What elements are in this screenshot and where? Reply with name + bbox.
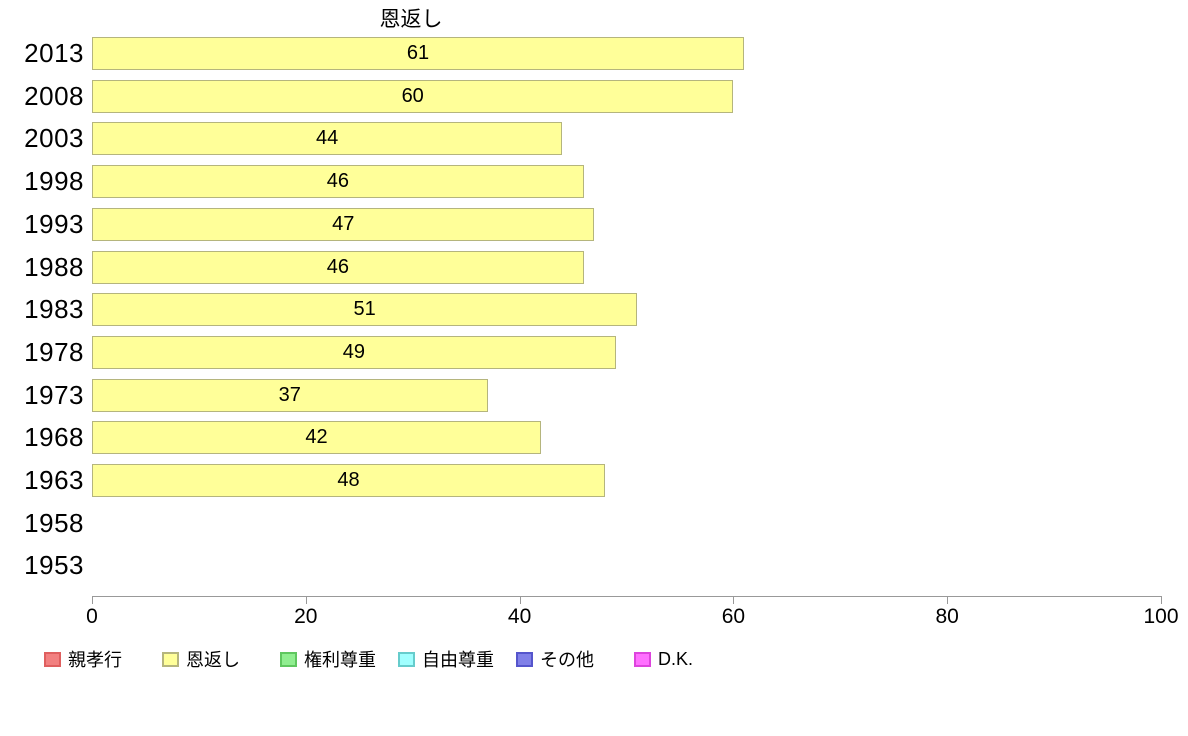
x-axis-tick-label: 20 (294, 605, 318, 628)
x-axis-tick-label: 100 (1143, 605, 1179, 628)
legend-item[interactable]: 親孝行 (44, 648, 122, 670)
legend-item[interactable]: 権利尊重 (280, 648, 376, 670)
legend-swatch-icon (162, 651, 179, 667)
bar: 60 (92, 80, 734, 113)
year-label: 2003 (24, 123, 84, 153)
chart-row: 1963 48 (0, 459, 1188, 502)
legend-swatch-icon (398, 651, 415, 667)
bar-value-label: 60 (401, 85, 424, 107)
bar-value-label: 47 (332, 213, 355, 235)
legend-item[interactable]: 自由尊重 (398, 648, 494, 670)
chart-row: 1958 (0, 502, 1188, 545)
chart-row: 1993 47 (0, 203, 1188, 246)
x-axis-tick (92, 596, 93, 604)
chart-title: 恩返し (379, 8, 443, 31)
x-axis-tick (733, 596, 735, 604)
x-axis-line (92, 596, 1161, 597)
year-label: 1983 (24, 294, 84, 324)
bar: 44 (92, 122, 563, 155)
year-label: 1973 (24, 380, 84, 410)
legend-label: 親孝行 (68, 650, 122, 670)
legend-swatch-icon (280, 651, 297, 667)
legend-label: その他 (540, 650, 594, 670)
legend-swatch-icon (516, 651, 533, 667)
legend-label: D.K. (658, 648, 694, 669)
year-label: 1988 (24, 252, 84, 282)
chart-row: 2008 60 (0, 75, 1188, 118)
legend-item[interactable]: 恩返し (162, 648, 240, 670)
bar-value-label: 51 (353, 298, 376, 320)
x-axis-tick (1161, 596, 1162, 604)
bar: 42 (92, 421, 541, 454)
bar-value-label: 46 (326, 256, 349, 278)
year-label: 1963 (24, 465, 84, 495)
legend-swatch-icon (44, 651, 61, 667)
year-label: 1998 (24, 166, 84, 196)
legend-item[interactable]: その他 (516, 648, 594, 670)
bar: 48 (92, 464, 606, 497)
bar: 46 (92, 165, 584, 198)
bar-value-label: 48 (337, 469, 360, 491)
chart-legend: 親孝行 恩返し 権利尊重 自由尊重 その他 D.K. (0, 648, 1188, 670)
chart-row: 1973 37 (0, 374, 1188, 417)
x-axis-tick-label: 80 (935, 605, 959, 628)
chart-row: 1953 (0, 544, 1188, 587)
x-axis-tick (305, 596, 307, 604)
year-label: 2013 (24, 38, 84, 68)
year-label: 1968 (24, 422, 84, 452)
chart-row: 2013 61 (0, 32, 1188, 75)
bar: 49 (92, 336, 616, 369)
bar: 37 (92, 379, 488, 412)
bar-value-label: 44 (316, 127, 339, 149)
year-label: 1958 (24, 508, 84, 538)
chart-row: 1988 46 (0, 246, 1188, 289)
bar: 46 (92, 251, 584, 284)
x-axis-tick (519, 596, 521, 604)
year-label: 1978 (24, 337, 84, 367)
bar-value-label: 42 (305, 426, 328, 448)
x-axis-tick (947, 596, 949, 604)
chart-row: 1968 42 (0, 416, 1188, 459)
chart-row: 1998 46 (0, 160, 1188, 203)
legend-swatch-icon (634, 651, 651, 667)
bar-value-label: 37 (278, 384, 301, 406)
year-label: 1993 (24, 209, 84, 239)
legend-item[interactable]: D.K. (634, 648, 693, 670)
legend-label: 自由尊重 (422, 650, 494, 670)
year-label: 2008 (24, 81, 84, 111)
x-axis-tick-label: 40 (507, 605, 532, 628)
x-axis-tick-label: 60 (721, 605, 746, 628)
bar-value-label: 61 (406, 42, 430, 64)
legend-label: 恩返し (186, 650, 240, 670)
chart-row: 2003 44 (0, 117, 1188, 160)
bar: 61 (92, 37, 745, 70)
legend-label: 権利尊重 (304, 650, 376, 670)
bar: 47 (92, 208, 595, 241)
chart-row: 1978 49 (0, 331, 1188, 374)
bar: 51 (92, 293, 638, 326)
x-axis-tick-label: 0 (86, 605, 98, 628)
bar-value-label: 46 (326, 170, 349, 192)
chart-row: 1983 51 (0, 288, 1188, 331)
bar-value-label: 49 (342, 341, 366, 363)
year-label: 1953 (24, 550, 84, 580)
